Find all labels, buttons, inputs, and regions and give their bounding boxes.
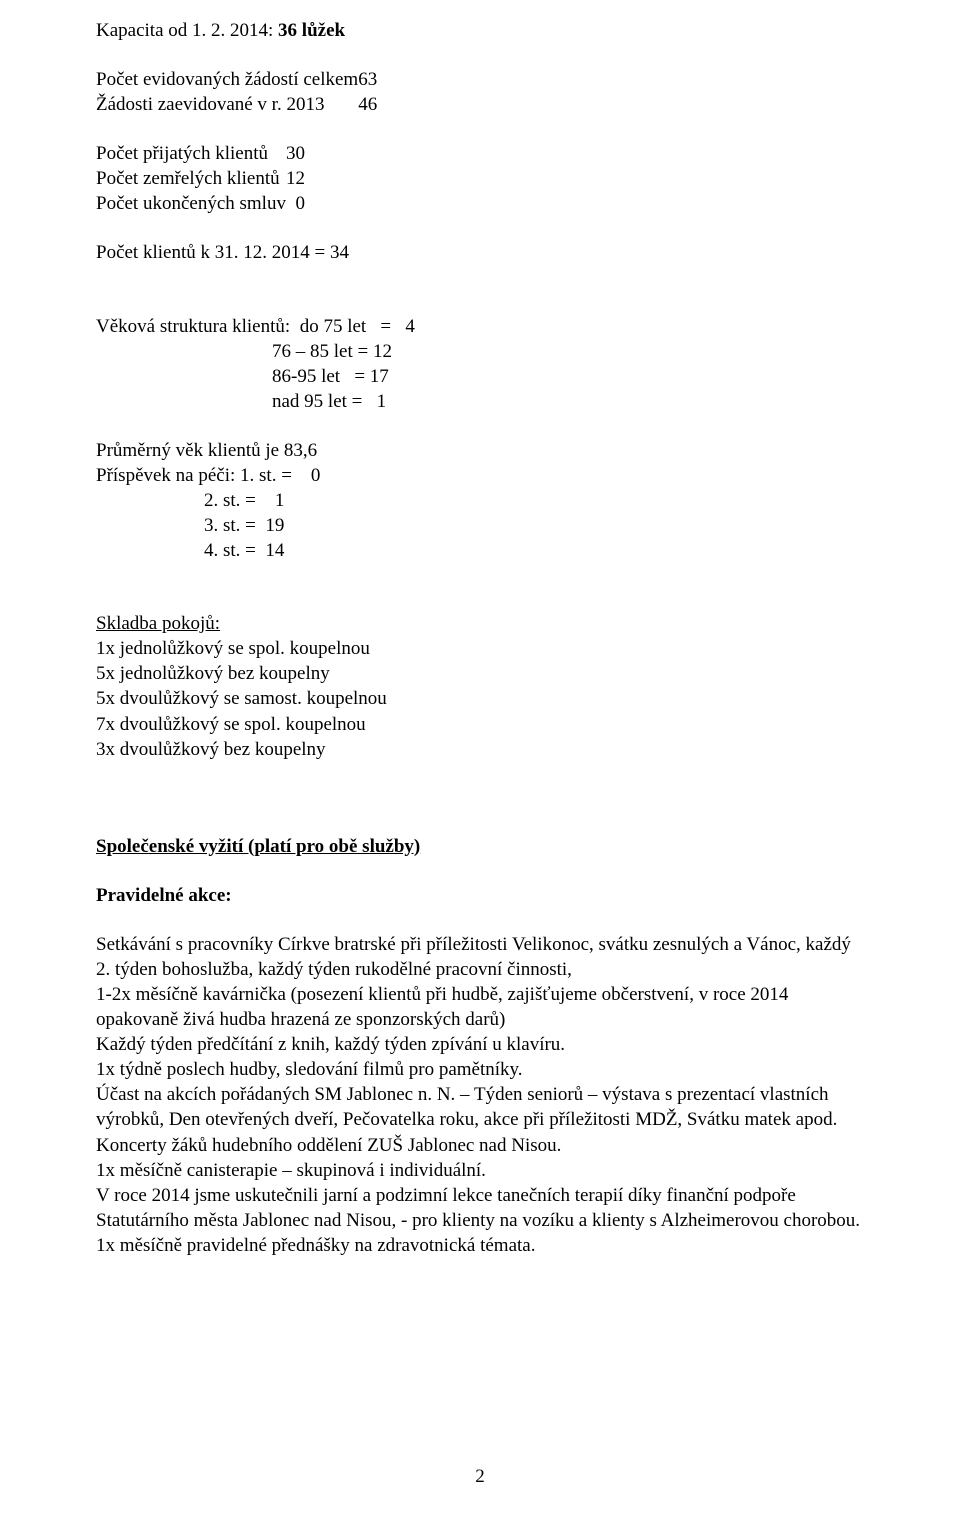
age-structure-label: Věková struktura klientů: [96, 316, 290, 337]
social-heading: Společenské vyžití (platí pro obě služby… [96, 834, 864, 859]
rooms-line: 1x jednolůžkový se spol. koupelnou [96, 636, 864, 661]
age-structure-row: Věková struktura klientů: do 75 let = 4 [96, 314, 864, 339]
row-label: Počet ukončených smluv [96, 191, 286, 216]
regular-paragraph: Koncerty žáků hudebního oddělení ZUŠ Jab… [96, 1133, 864, 1158]
page-number: 2 [0, 1464, 960, 1489]
row-value: 30 [286, 141, 305, 166]
table-row: Žádosti zaevidované v r. 2013 46 [96, 92, 377, 117]
table-row: Počet přijatých klientů 30 [96, 141, 305, 166]
row-value: 63 [358, 67, 377, 92]
capacity-prefix: Kapacita od 1. 2. 2014: [96, 20, 278, 41]
age-structure-block: Věková struktura klientů: do 75 let = 4 … [96, 314, 864, 414]
clients-table: Počet přijatých klientů 30 Počet zemřelý… [96, 141, 305, 216]
row-value: 12 [286, 166, 305, 191]
contribution-first: Příspěvek na péči: 1. st. = 0 [96, 463, 864, 488]
row-value: 0 [286, 191, 305, 216]
avg-age: Průměrný věk klientů je 83,6 [96, 438, 864, 463]
age-structure-value: do 75 let = 4 [300, 316, 415, 337]
age-structure-value: 86-95 let = 17 [96, 364, 864, 389]
rooms-line: 7x dvoulůžkový se spol. koupelnou [96, 712, 864, 737]
contribution-block: Příspěvek na péči: 1. st. = 0 2. st. = 1… [96, 463, 864, 563]
rooms-line: 3x dvoulůžkový bez koupelny [96, 737, 864, 762]
regular-paragraph: 1x týdně poslech hudby, sledování filmů … [96, 1057, 864, 1082]
row-label: Počet přijatých klientů [96, 141, 286, 166]
age-structure-value: nad 95 let = 1 [96, 389, 864, 414]
table-row: Počet evidovaných žádostí celkem 63 [96, 67, 377, 92]
contribution-row: 4. st. = 14 [96, 538, 864, 563]
row-label: Žádosti zaevidované v r. 2013 [96, 92, 358, 117]
regular-paragraph: Každý týden předčítání z knih, každý týd… [96, 1032, 864, 1057]
clients-as-of: Počet klientů k 31. 12. 2014 = 34 [96, 240, 864, 265]
rooms-heading: Skladba pokojů: [96, 611, 864, 636]
contribution-row: 2. st. = 1 [96, 488, 864, 513]
rooms-block: Skladba pokojů: 1x jednolůžkový se spol.… [96, 611, 864, 761]
contribution-row: 3. st. = 19 [96, 513, 864, 538]
regular-text: Setkávání s pracovníky Církve bratrské p… [96, 932, 864, 1258]
table-row: Počet zemřelých klientů 12 [96, 166, 305, 191]
document-page: Kapacita od 1. 2. 2014: 36 lůžek Počet e… [0, 0, 960, 1515]
regular-paragraph: Účast na akcích pořádaných SM Jablonec n… [96, 1082, 864, 1132]
row-value: 46 [358, 92, 377, 117]
regular-paragraph: 1x měsíčně pravidelné přednášky na zdrav… [96, 1233, 864, 1258]
age-structure-value: 76 – 85 let = 12 [96, 339, 864, 364]
regular-paragraph: Setkávání s pracovníky Církve bratrské p… [96, 932, 864, 982]
table-row: Počet ukončených smluv 0 [96, 191, 305, 216]
capacity-line: Kapacita od 1. 2. 2014: 36 lůžek [96, 18, 864, 43]
requests-table: Počet evidovaných žádostí celkem 63 Žádo… [96, 67, 377, 117]
rooms-line: 5x jednolůžkový bez koupelny [96, 661, 864, 686]
regular-heading: Pravidelné akce: [96, 883, 864, 908]
row-label: Počet evidovaných žádostí celkem [96, 67, 358, 92]
rooms-line: 5x dvoulůžkový se samost. koupelnou [96, 686, 864, 711]
regular-paragraph: 1-2x měsíčně kavárnička (posezení klient… [96, 982, 864, 1032]
row-label: Počet zemřelých klientů [96, 166, 286, 191]
capacity-value: 36 lůžek [278, 20, 345, 41]
regular-paragraph: 1x měsíčně canisterapie – skupinová i in… [96, 1158, 864, 1183]
regular-paragraph: V roce 2014 jsme uskutečnili jarní a pod… [96, 1183, 864, 1233]
